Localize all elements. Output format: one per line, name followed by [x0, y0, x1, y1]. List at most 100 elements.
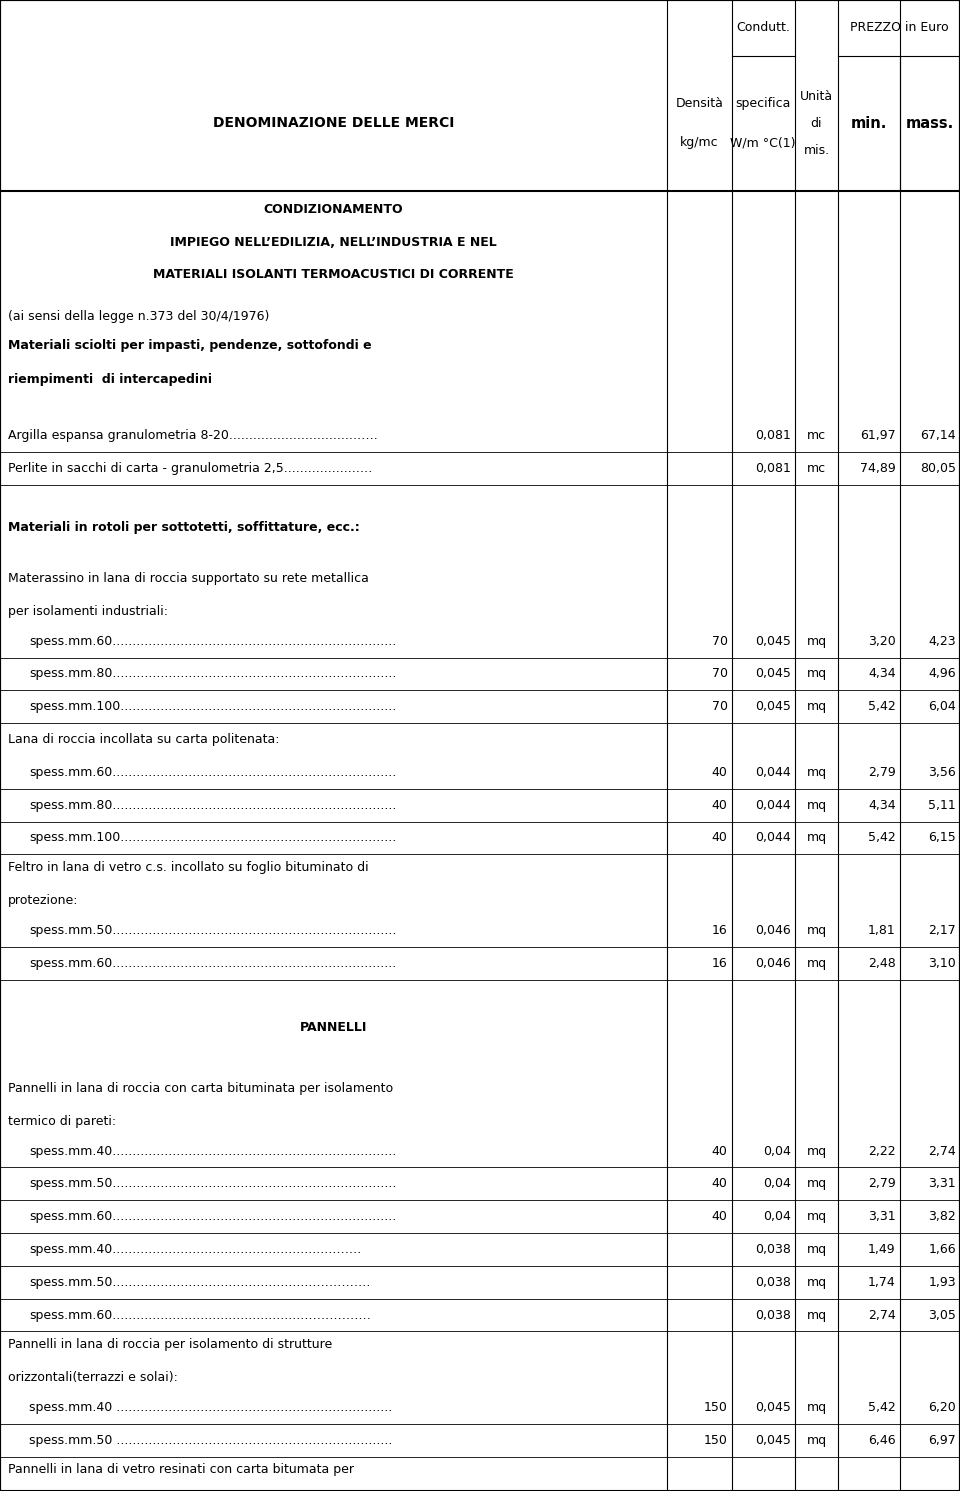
Text: 70: 70 — [711, 635, 728, 647]
Text: Materiali sciolti per impasti, pendenze, sottofondi e: Materiali sciolti per impasti, pendenze,… — [8, 338, 372, 352]
Text: mq: mq — [806, 1211, 827, 1223]
Text: 2,79: 2,79 — [868, 1178, 896, 1190]
Text: mass.: mass. — [905, 116, 954, 131]
Text: mq: mq — [806, 766, 827, 778]
Text: 2,48: 2,48 — [868, 957, 896, 969]
Text: 3,10: 3,10 — [928, 957, 956, 969]
Text: Condutt.: Condutt. — [736, 21, 790, 34]
Text: 0,081: 0,081 — [756, 462, 791, 474]
Text: 3,05: 3,05 — [928, 1309, 956, 1321]
Text: kg/mc: kg/mc — [680, 136, 719, 149]
Text: Pannelli in lana di vetro resinati con carta bitumata per: Pannelli in lana di vetro resinati con c… — [8, 1463, 353, 1476]
Text: mc: mc — [807, 462, 826, 474]
Text: spess.mm.40.......................................................…….: spess.mm.40.............................… — [29, 1243, 361, 1255]
Text: 3,31: 3,31 — [928, 1178, 956, 1190]
Text: 3,31: 3,31 — [868, 1211, 896, 1223]
Text: Argilla espansa granulometria 8-20...............................……: Argilla espansa granulometria 8-20......… — [8, 429, 377, 441]
Text: 70: 70 — [711, 668, 728, 680]
Text: specifica: specifica — [735, 97, 791, 110]
Text: 0,046: 0,046 — [756, 957, 791, 969]
Text: 70: 70 — [711, 701, 728, 713]
Text: 5,42: 5,42 — [868, 1402, 896, 1413]
Text: 0,04: 0,04 — [763, 1178, 791, 1190]
Text: CONDIZIONAMENTO: CONDIZIONAMENTO — [264, 203, 403, 216]
Text: spess.mm.50...................................................………….: spess.mm.50.............................… — [29, 1276, 371, 1288]
Text: 1,81: 1,81 — [868, 924, 896, 936]
Text: 80,05: 80,05 — [920, 462, 956, 474]
Text: di: di — [811, 116, 822, 130]
Text: spess.mm.50.....................................................................: spess.mm.50.............................… — [29, 924, 396, 936]
Text: 0,045: 0,045 — [756, 1402, 791, 1413]
Text: 0,045: 0,045 — [756, 635, 791, 647]
Text: DENOMINAZIONE DELLE MERCI: DENOMINAZIONE DELLE MERCI — [213, 116, 454, 130]
Text: 2,79: 2,79 — [868, 766, 896, 778]
Text: 0,045: 0,045 — [756, 668, 791, 680]
Text: Lana di roccia incollata su carta politenata:: Lana di roccia incollata su carta polite… — [8, 734, 279, 746]
Text: 40: 40 — [711, 799, 728, 811]
Text: 61,97: 61,97 — [860, 429, 896, 441]
Text: mq: mq — [806, 1402, 827, 1413]
Text: 4,34: 4,34 — [868, 668, 896, 680]
Text: mq: mq — [806, 1243, 827, 1255]
Text: 74,89: 74,89 — [860, 462, 896, 474]
Text: spess.mm.100....................................................................: spess.mm.100............................… — [29, 832, 396, 844]
Text: mq: mq — [806, 924, 827, 936]
Text: IMPIEGO NELL’EDILIZIA, NELL’INDUSTRIA E NEL: IMPIEGO NELL’EDILIZIA, NELL’INDUSTRIA E … — [170, 236, 497, 249]
Text: mq: mq — [806, 668, 827, 680]
Text: 3,20: 3,20 — [868, 635, 896, 647]
Text: 67,14: 67,14 — [921, 429, 956, 441]
Text: Feltro in lana di vetro c.s. incollato su foglio bituminato di: Feltro in lana di vetro c.s. incollato s… — [8, 860, 369, 874]
Text: 2,22: 2,22 — [868, 1145, 896, 1157]
Text: mq: mq — [806, 701, 827, 713]
Text: 40: 40 — [711, 832, 728, 844]
Text: 40: 40 — [711, 766, 728, 778]
Text: 0,038: 0,038 — [756, 1243, 791, 1255]
Text: per isolamenti industriali:: per isolamenti industriali: — [8, 605, 168, 619]
Text: 0,044: 0,044 — [756, 799, 791, 811]
Text: mq: mq — [806, 1434, 827, 1446]
Text: Unità: Unità — [800, 89, 833, 103]
Text: min.: min. — [851, 116, 887, 131]
Text: 2,74: 2,74 — [928, 1145, 956, 1157]
Text: 2,74: 2,74 — [868, 1309, 896, 1321]
Text: 40: 40 — [711, 1211, 728, 1223]
Text: MATERIALI ISOLANTI TERMOACUSTICI DI CORRENTE: MATERIALI ISOLANTI TERMOACUSTICI DI CORR… — [154, 268, 514, 282]
Text: spess.mm.80.....................................................................: spess.mm.80.............................… — [29, 668, 396, 680]
Text: 5,11: 5,11 — [928, 799, 956, 811]
Text: 3,56: 3,56 — [928, 766, 956, 778]
Text: 0,038: 0,038 — [756, 1309, 791, 1321]
Text: mis.: mis. — [804, 143, 829, 157]
Text: spess.mm.80.....................................................................: spess.mm.80.............................… — [29, 799, 396, 811]
Text: spess.mm.100....................................................................: spess.mm.100............................… — [29, 701, 396, 713]
Text: 0,046: 0,046 — [756, 924, 791, 936]
Text: 6,97: 6,97 — [928, 1434, 956, 1446]
Text: 0,044: 0,044 — [756, 832, 791, 844]
Text: mq: mq — [806, 799, 827, 811]
Text: spess.mm.50.....................................................................: spess.mm.50.............................… — [29, 1178, 396, 1190]
Text: PANNELLI: PANNELLI — [300, 1021, 368, 1033]
Text: 0,045: 0,045 — [756, 701, 791, 713]
Text: 0,038: 0,038 — [756, 1276, 791, 1288]
Text: mq: mq — [806, 1145, 827, 1157]
Text: riempimenti  di intercapedini: riempimenti di intercapedini — [8, 373, 211, 386]
Text: 0,045: 0,045 — [756, 1434, 791, 1446]
Text: 40: 40 — [711, 1145, 728, 1157]
Text: orizzontali(terrazzi e solai):: orizzontali(terrazzi e solai): — [8, 1372, 178, 1385]
Text: mq: mq — [806, 832, 827, 844]
Text: mc: mc — [807, 429, 826, 441]
Text: Materiali in rotoli per sottotetti, soffittature, ecc.:: Materiali in rotoli per sottotetti, soff… — [8, 522, 359, 534]
Text: 4,23: 4,23 — [928, 635, 956, 647]
Text: protezione:: protezione: — [8, 895, 78, 908]
Text: Pannelli in lana di roccia per isolamento di strutture: Pannelli in lana di roccia per isolament… — [8, 1337, 332, 1351]
Text: spess.mm.60.....................................................................: spess.mm.60.............................… — [29, 635, 396, 647]
Text: Pannelli in lana di roccia con carta bituminata per isolamento: Pannelli in lana di roccia con carta bit… — [8, 1081, 393, 1094]
Text: Perlite in sacchi di carta - granulometria 2,5..................….: Perlite in sacchi di carta - granulometr… — [8, 462, 372, 474]
Text: 2,17: 2,17 — [928, 924, 956, 936]
Text: termico di pareti:: termico di pareti: — [8, 1115, 116, 1129]
Text: spess.mm.60................................................…………….: spess.mm.60.............................… — [29, 1309, 371, 1321]
Text: 40: 40 — [711, 1178, 728, 1190]
Text: 1,49: 1,49 — [868, 1243, 896, 1255]
Text: 150: 150 — [704, 1434, 728, 1446]
Text: 16: 16 — [712, 957, 728, 969]
Text: 6,04: 6,04 — [928, 701, 956, 713]
